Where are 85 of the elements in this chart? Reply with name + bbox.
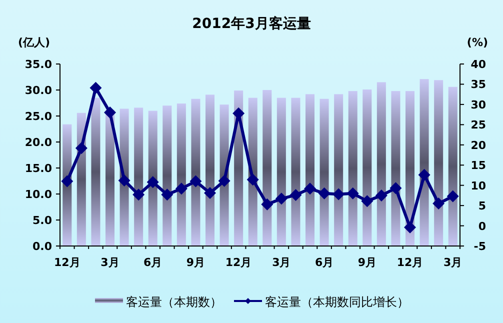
bar <box>91 98 100 246</box>
x-tick-label: 9月 <box>358 256 376 269</box>
point <box>261 198 274 210</box>
bar <box>176 104 186 246</box>
point <box>118 174 130 186</box>
legend-label: 客运量（本期数同比增长） <box>265 295 409 309</box>
point <box>418 168 430 181</box>
bar <box>434 80 444 246</box>
bar <box>334 94 344 246</box>
chart-title: 2012年3月客运量 <box>192 15 311 32</box>
bar <box>106 110 114 246</box>
y-tick-label: 30.0 <box>24 84 52 97</box>
point <box>204 187 216 200</box>
y2-tick-label: 10 <box>470 179 486 192</box>
bar <box>220 104 229 246</box>
x-tick-label: 12月 <box>396 256 424 269</box>
point <box>332 188 345 200</box>
y2-tick-label: 20 <box>470 138 486 152</box>
bar <box>362 89 372 246</box>
x-tick-label: 3月 <box>100 256 120 269</box>
x-tick-label: 3月 <box>444 256 462 269</box>
point <box>318 187 330 200</box>
point <box>90 82 102 94</box>
point <box>432 198 445 210</box>
point <box>246 174 259 186</box>
point <box>346 187 359 200</box>
x-tick-label: 6月 <box>314 256 334 269</box>
y-tick-label: 20.0 <box>24 136 52 149</box>
y2-tick-label: 0 <box>478 220 486 233</box>
bar <box>420 79 429 246</box>
y2-tick-label: 15 <box>470 159 486 172</box>
y-tick-label: 35.0 <box>24 58 52 71</box>
y-tick-label: 10.0 <box>24 188 52 201</box>
point <box>75 142 88 154</box>
legend-label: 客运量（本期数） <box>126 295 222 309</box>
bar <box>134 108 144 246</box>
bar <box>376 82 386 246</box>
y2-tick-label: 40 <box>470 58 486 71</box>
point <box>104 106 116 119</box>
point <box>146 176 159 188</box>
bar <box>120 108 129 246</box>
y2-tick-label: 30 <box>470 98 486 112</box>
x-tick-label: 6月 <box>144 256 162 269</box>
point <box>304 182 316 195</box>
x-tick-label: 9月 <box>186 256 206 269</box>
point <box>132 188 145 201</box>
y2-tick-label: 25 <box>470 118 486 132</box>
bar <box>348 91 358 246</box>
x-tick-label: 12月 <box>225 256 252 269</box>
point <box>361 195 374 208</box>
point <box>390 182 402 194</box>
y2-tick-label: 5 <box>478 200 486 213</box>
y-tick-label: 0.0 <box>32 240 52 253</box>
point <box>190 175 202 188</box>
bar <box>391 91 400 246</box>
point <box>375 189 388 202</box>
y2-axis-title: (%) <box>466 36 488 49</box>
y-tick-label: 15.0 <box>24 162 52 175</box>
bar <box>276 98 286 246</box>
y-axis-title: (亿人) <box>18 36 50 49</box>
point <box>275 192 288 205</box>
point <box>290 189 302 202</box>
y-tick-label: 25.0 <box>24 110 52 123</box>
x-tick-label: 3月 <box>272 256 291 269</box>
point <box>404 221 416 234</box>
bar <box>191 98 200 246</box>
y2-tick-label: 35 <box>470 78 486 92</box>
bar <box>148 110 158 246</box>
point <box>161 188 174 201</box>
bar <box>306 94 314 246</box>
bar <box>62 124 72 246</box>
point <box>175 182 188 195</box>
bar <box>162 106 172 246</box>
x-tick-label: 12月 <box>54 256 80 269</box>
point <box>61 175 74 188</box>
y2-tick-label: -5 <box>474 240 486 253</box>
bar <box>320 98 329 246</box>
bar <box>206 94 214 246</box>
bar <box>448 86 458 246</box>
point <box>218 174 230 187</box>
bar <box>262 90 272 246</box>
point <box>446 190 459 202</box>
bar <box>291 98 300 246</box>
bar <box>406 91 414 246</box>
y-tick-label: 5.0 <box>32 214 52 227</box>
